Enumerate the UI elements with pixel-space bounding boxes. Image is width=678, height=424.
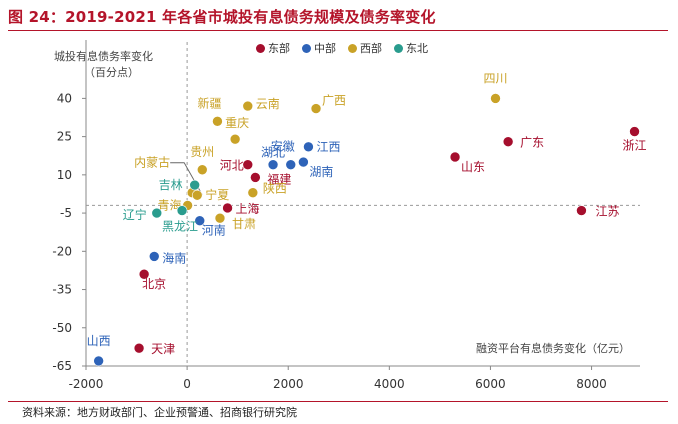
- y-tick-label: -35: [52, 283, 72, 297]
- point-甘肃: [214, 212, 226, 224]
- point-label-河南: 河南: [202, 223, 226, 238]
- x-tick-label: -2000: [69, 377, 104, 391]
- legend-swatch-northeast: [394, 43, 403, 53]
- point-label-云南: 云南: [256, 96, 280, 111]
- title-rule: [8, 30, 668, 31]
- point-宁夏: [191, 189, 203, 201]
- point-湖南: [298, 156, 309, 168]
- point-label-北京: 北京: [142, 277, 166, 291]
- point-label-广西: 广西: [322, 94, 346, 108]
- point-云南: [242, 100, 254, 112]
- source-note: 资料来源：地方财政部门、企业预警通、招商银行研究院: [22, 406, 297, 419]
- legend-swatch-east: [256, 43, 265, 53]
- legend-label-northeast: 东北: [406, 42, 428, 55]
- point-江西: [303, 141, 314, 153]
- point-label-青海: 青海: [158, 197, 182, 212]
- point-label-内蒙古: 内蒙古: [134, 155, 170, 170]
- legend: 东部 中部 西部 东北: [256, 40, 428, 56]
- y-tick-label: 40: [57, 91, 72, 105]
- legend-swatch-central: [302, 43, 311, 53]
- y-tick-label: 10: [57, 168, 72, 182]
- point-label-湖北: 湖北: [261, 145, 285, 160]
- point-新疆: [212, 116, 223, 127]
- y-tick-label: -20: [52, 244, 72, 258]
- point-广西: [310, 103, 322, 114]
- point-辽宁: [151, 207, 163, 219]
- point-北京: [138, 268, 150, 280]
- x-axis-label: 融资平台有息债务变化（亿元）: [476, 341, 630, 355]
- point-河北: [242, 159, 254, 170]
- point-label-江西: 江西: [316, 140, 340, 154]
- point-黑龙江: [176, 205, 188, 216]
- point-重庆: [229, 133, 241, 145]
- point-label-广东: 广东: [520, 136, 544, 150]
- y-tick-label: -5: [60, 206, 72, 220]
- legend-label-east: 东部: [268, 42, 290, 55]
- x-tick-label: 0: [183, 377, 191, 391]
- y-axis-unit: （百分点）: [84, 66, 139, 79]
- point-天津: [133, 342, 145, 354]
- point-贵州: [196, 164, 208, 176]
- point-label-四川: 四川: [484, 71, 508, 85]
- legend-item-east: 东部: [256, 40, 290, 56]
- y-tick-label: -65: [52, 359, 72, 373]
- point-label-新疆: 新疆: [197, 95, 221, 110]
- source-rule: [8, 401, 668, 402]
- point-label-宁夏: 宁夏: [205, 187, 229, 202]
- point-山东: [449, 151, 461, 163]
- point-陕西: [247, 187, 259, 198]
- point-label-江苏: 江苏: [595, 205, 619, 219]
- point-label-安徽: 安徽: [271, 139, 295, 154]
- point-安徽: [285, 159, 297, 170]
- point-海南: [148, 251, 160, 262]
- point-label-重庆: 重庆: [225, 116, 249, 130]
- point-label-山东: 山东: [461, 160, 485, 174]
- legend-label-west: 西部: [360, 42, 382, 55]
- y-tick-label: -50: [52, 321, 72, 335]
- point-江苏: [576, 205, 587, 216]
- point-河南: [194, 215, 206, 227]
- legend-swatch-west: [348, 43, 357, 53]
- x-tick-label: 8000: [576, 377, 607, 391]
- point-label-辽宁: 辽宁: [123, 207, 147, 222]
- x-tick-label: 4000: [374, 377, 405, 391]
- point-浙江: [629, 126, 640, 137]
- point-label-甘肃: 甘肃: [232, 217, 256, 231]
- point-label-浙江: 浙江: [623, 139, 647, 153]
- chart-title: 图 24：2019-2021 年各省市城投有息债务规模及债务率变化: [8, 8, 436, 26]
- legend-label-central: 中部: [314, 42, 336, 55]
- point-label-海南: 海南: [162, 250, 186, 265]
- y-axis-label: 城投有息债务率变化: [54, 50, 153, 63]
- point-吉林: [189, 179, 200, 191]
- y-tick-label: 25: [57, 130, 72, 144]
- legend-item-west: 西部: [348, 40, 382, 56]
- point-label-陕西: 陕西: [263, 181, 287, 196]
- x-tick-label: 6000: [475, 377, 506, 391]
- point-广东: [502, 136, 514, 148]
- x-tick-label: 2000: [273, 377, 304, 391]
- point-label-天津: 天津: [151, 342, 175, 356]
- point-label-上海: 上海: [236, 201, 260, 216]
- point-label-吉林: 吉林: [159, 178, 183, 192]
- point-label-湖南: 湖南: [309, 164, 333, 179]
- point-山西: [93, 355, 104, 367]
- point-湖北: [267, 159, 279, 170]
- point-福建: [250, 172, 261, 183]
- point-label-福建: 福建: [267, 171, 291, 186]
- point-label-黑龙江: 黑龙江: [162, 220, 198, 234]
- legend-item-northeast: 东北: [394, 40, 428, 56]
- legend-item-central: 中部: [302, 40, 336, 56]
- point-label-山西: 山西: [87, 334, 111, 348]
- point-label-贵州: 贵州: [190, 145, 214, 159]
- point-label-河北: 河北: [220, 159, 244, 173]
- point-四川: [490, 93, 501, 104]
- point-上海: [222, 202, 233, 214]
